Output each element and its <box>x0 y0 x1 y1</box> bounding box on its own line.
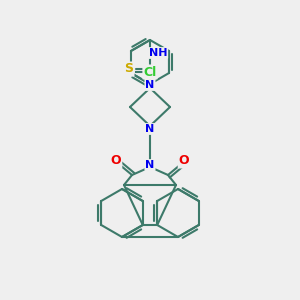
Text: N: N <box>146 124 154 134</box>
Text: N: N <box>146 80 154 90</box>
Text: S: S <box>124 62 134 76</box>
Text: O: O <box>179 154 189 167</box>
Text: Cl: Cl <box>143 65 157 79</box>
Text: N: N <box>146 160 154 170</box>
Text: O: O <box>111 154 121 167</box>
Text: NH: NH <box>149 48 167 58</box>
